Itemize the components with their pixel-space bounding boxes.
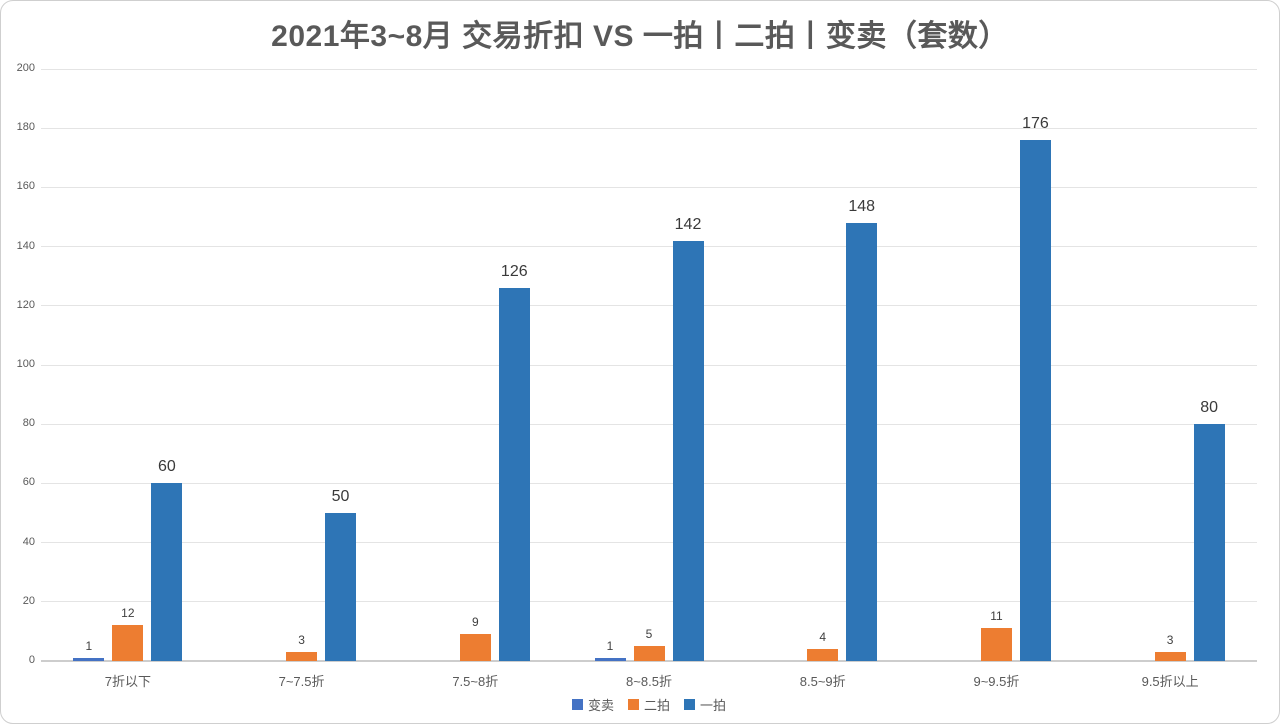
x-axis-category-label: 9~9.5折 [973, 674, 1020, 689]
bar-erpai [633, 646, 665, 661]
bar-value-label-bianmai: 1 [606, 639, 614, 654]
legend: 变卖 二拍 一拍 [41, 695, 1257, 714]
legend-item-erpai: 二拍 [627, 695, 670, 714]
bar-bianmai [594, 658, 626, 661]
gridline [41, 364, 1257, 366]
bar-value-label-yipai: 126 [500, 263, 528, 281]
gridline [41, 305, 1257, 307]
bar-value-label-yipai: 50 [331, 488, 350, 505]
y-axis-tick-label: 200 [16, 62, 35, 74]
bar-erpai [1154, 652, 1186, 661]
bar-value-label-yipai: 60 [157, 458, 176, 476]
legend-swatch-bianmai [571, 699, 583, 710]
gridline [41, 482, 1257, 484]
bar-erpai [459, 634, 491, 661]
bar-value-label-yipai: 176 [1022, 115, 1049, 133]
bar-erpai [286, 652, 318, 661]
x-axis-category-label: 8.5~9折 [799, 674, 846, 689]
bar-yipai [1019, 140, 1051, 661]
legend-item-yipai: 一拍 [684, 695, 726, 714]
bar-yipai [672, 240, 704, 661]
y-axis-tick-label: 40 [22, 535, 35, 548]
x-axis-line [41, 660, 1257, 662]
bar-value-label-erpai: 5 [645, 627, 653, 642]
bar-erpai [807, 649, 839, 661]
legend-swatch-erpai [627, 699, 639, 710]
bar-value-label-erpai: 3 [1166, 633, 1174, 648]
x-axis-category-label: 8~8.5折 [626, 674, 672, 689]
bar-yipai [498, 288, 530, 661]
y-axis-tick-label: 20 [22, 594, 35, 607]
bar-value-label-erpai: 9 [471, 615, 479, 630]
bar-yipai [325, 513, 357, 661]
bar-erpai [112, 625, 144, 661]
y-axis-tick-label: 100 [16, 358, 35, 370]
bar-value-label-bianmai: 1 [85, 639, 93, 654]
legend-label-yipai: 一拍 [700, 698, 727, 713]
y-axis-tick-label: 160 [16, 180, 35, 193]
bar-value-label-erpai: 11 [990, 609, 1003, 624]
legend-label-bianmai: 变卖 [587, 698, 614, 713]
x-axis-category-label: 9.5折以上 [1141, 674, 1199, 689]
gridline [41, 423, 1257, 425]
gridline [41, 246, 1257, 248]
bar-yipai [846, 222, 878, 661]
x-axis-category-label: 7折以下 [104, 674, 151, 689]
gridline [41, 127, 1257, 129]
gridline [41, 186, 1257, 188]
bar-value-label-erpai: 12 [121, 606, 135, 621]
bar-value-label-yipai: 142 [674, 215, 702, 233]
bar-erpai [980, 628, 1012, 661]
gridline [41, 601, 1257, 603]
x-axis-category-label: 7.5~8折 [452, 674, 499, 689]
bar-bianmai [73, 658, 105, 661]
bar-yipai [1193, 424, 1225, 661]
legend-item-bianmai: 变卖 [571, 695, 614, 714]
bar-value-label-erpai: 3 [298, 633, 305, 648]
y-axis-tick-label: 180 [16, 121, 35, 134]
legend-label-erpai: 二拍 [643, 698, 670, 713]
x-axis-category-label: 7~7.5折 [278, 674, 325, 689]
chart-title: 2021年3~8月 交易折扣 VS 一拍丨二拍丨变卖（套数） [271, 20, 1009, 53]
y-axis-tick-label: 80 [22, 417, 35, 430]
gridline [41, 542, 1257, 544]
bar-value-label-erpai: 4 [819, 630, 827, 645]
y-axis-tick-label: 60 [22, 476, 35, 489]
bar-value-label-yipai: 148 [848, 197, 876, 215]
gridline [41, 68, 1257, 70]
bar-value-label-yipai: 80 [1200, 399, 1219, 417]
legend-swatch-yipai [684, 699, 695, 710]
y-axis-tick-label: 0 [28, 654, 35, 666]
y-axis-tick-label: 140 [16, 239, 35, 252]
y-axis-tick-label: 120 [16, 298, 35, 311]
bar-yipai [151, 483, 183, 661]
